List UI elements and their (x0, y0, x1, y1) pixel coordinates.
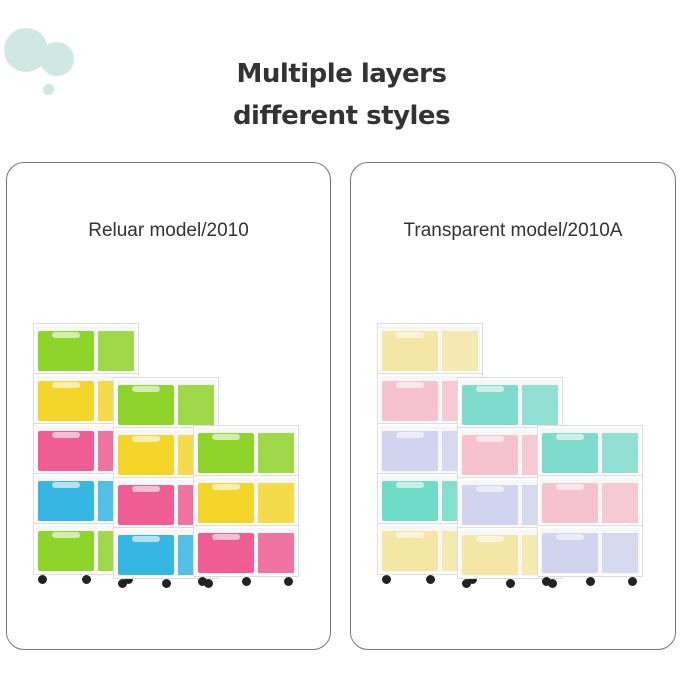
drawer-handle (52, 482, 80, 488)
drawer-front (198, 433, 254, 473)
drawer-front (38, 481, 94, 521)
drawer-front (382, 431, 438, 471)
drawer-front (38, 331, 94, 371)
drawer-handle (396, 382, 424, 388)
drawer-handle (396, 532, 424, 538)
drawer-side (442, 331, 478, 371)
heading-line-1: Multiple layers (236, 59, 447, 89)
wheel (468, 575, 477, 584)
drawer-side (602, 433, 638, 473)
drawer (34, 324, 138, 374)
drawer-front (382, 531, 438, 571)
drawer-handle (476, 536, 504, 542)
drawer-front (118, 535, 174, 575)
drawer-front (382, 331, 438, 371)
drawer-front (38, 381, 94, 421)
drawer-side (178, 385, 214, 425)
drawer-handle (132, 386, 160, 392)
card-regular-model: Reluar model/2010 (6, 162, 331, 650)
drawer-front (462, 385, 518, 425)
drawer-front (542, 433, 598, 473)
drawer-handle (212, 534, 240, 540)
drawer (114, 378, 218, 428)
drawer (378, 324, 482, 374)
drawer-front (542, 483, 598, 523)
drawer-handle (476, 386, 504, 392)
drawer-front (118, 485, 174, 525)
drawer-side (258, 483, 294, 523)
drawer-front (462, 535, 518, 575)
drawer-front (38, 431, 94, 471)
wheel (628, 577, 637, 586)
drawer-front (118, 385, 174, 425)
drawer-handle (396, 432, 424, 438)
wheel (506, 579, 515, 588)
drawer-side (522, 385, 558, 425)
drawer (458, 378, 562, 428)
drawer-handle (556, 484, 584, 490)
wheel (242, 577, 251, 586)
card-label: Reluar model/2010 (88, 220, 249, 241)
card-label: Transparent model/2010A (403, 220, 623, 241)
drawer-handle (556, 534, 584, 540)
drawer (538, 476, 642, 526)
drawer-tower (538, 426, 642, 586)
drawer-handle (52, 332, 80, 338)
drawer (194, 426, 298, 476)
wheel (38, 575, 47, 584)
drawer-front (382, 481, 438, 521)
wheel (118, 579, 127, 588)
drawer-side (98, 331, 134, 371)
drawer-front (118, 435, 174, 475)
drawer-side (602, 483, 638, 523)
wheel (382, 575, 391, 584)
wheel (124, 575, 133, 584)
heading-line-2: different styles (232, 101, 451, 131)
drawer (194, 476, 298, 526)
drawer-handle (52, 532, 80, 538)
drawer-handle (556, 434, 584, 440)
drawer-handle (476, 486, 504, 492)
decor-bubble-small (43, 84, 54, 95)
wheel (548, 579, 557, 588)
wheel (82, 575, 91, 584)
drawer-handle (132, 486, 160, 492)
drawer-handle (132, 436, 160, 442)
drawer-handle (52, 382, 80, 388)
drawer-front (38, 531, 94, 571)
drawer-handle (212, 484, 240, 490)
drawer-handle (132, 536, 160, 542)
drawer (538, 426, 642, 476)
wheel (462, 579, 471, 588)
drawer-side (258, 533, 294, 573)
drawer-front (462, 485, 518, 525)
drawer-side (602, 533, 638, 573)
wheel (426, 575, 435, 584)
drawer-front (382, 381, 438, 421)
drawer-handle (396, 332, 424, 338)
drawer-front (198, 483, 254, 523)
wheel (542, 577, 551, 586)
drawer-tower (194, 426, 298, 586)
drawer-handle (396, 482, 424, 488)
card-transparent-model: Transparent model/2010A (350, 162, 676, 650)
drawer-side (258, 433, 294, 473)
drawer-handle (212, 434, 240, 440)
drawer-front (542, 533, 598, 573)
wheel (204, 579, 213, 588)
wheel (162, 579, 171, 588)
drawer-front (462, 435, 518, 475)
wheel (586, 577, 595, 586)
wheel (198, 577, 207, 586)
decor-bubble-medium (40, 42, 74, 76)
drawer-handle (476, 436, 504, 442)
drawer (194, 526, 298, 576)
drawer-handle (52, 432, 80, 438)
drawer (538, 526, 642, 576)
drawer-front (198, 533, 254, 573)
wheel (284, 577, 293, 586)
